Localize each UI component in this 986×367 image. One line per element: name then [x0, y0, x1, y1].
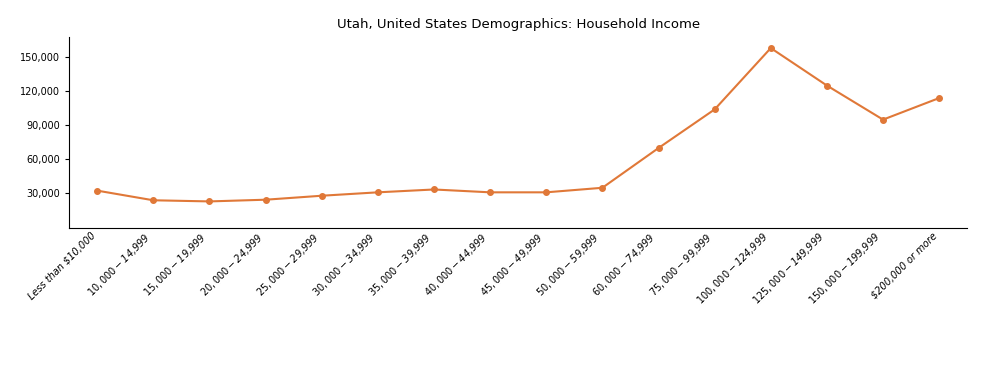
Title: Utah, United States Demographics: Household Income: Utah, United States Demographics: Househ… [336, 18, 699, 31]
